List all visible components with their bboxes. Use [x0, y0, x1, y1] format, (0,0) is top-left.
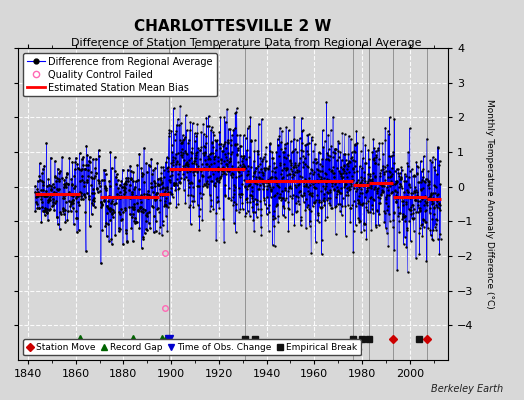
- Text: Difference of Station Temperature Data from Regional Average: Difference of Station Temperature Data f…: [71, 38, 421, 48]
- Title: CHARLOTTESVILLE 2 W: CHARLOTTESVILLE 2 W: [135, 19, 332, 34]
- Legend: Station Move, Record Gap, Time of Obs. Change, Empirical Break: Station Move, Record Gap, Time of Obs. C…: [23, 339, 361, 356]
- Y-axis label: Monthly Temperature Anomaly Difference (°C): Monthly Temperature Anomaly Difference (…: [485, 99, 494, 309]
- Text: Berkeley Earth: Berkeley Earth: [431, 384, 503, 394]
